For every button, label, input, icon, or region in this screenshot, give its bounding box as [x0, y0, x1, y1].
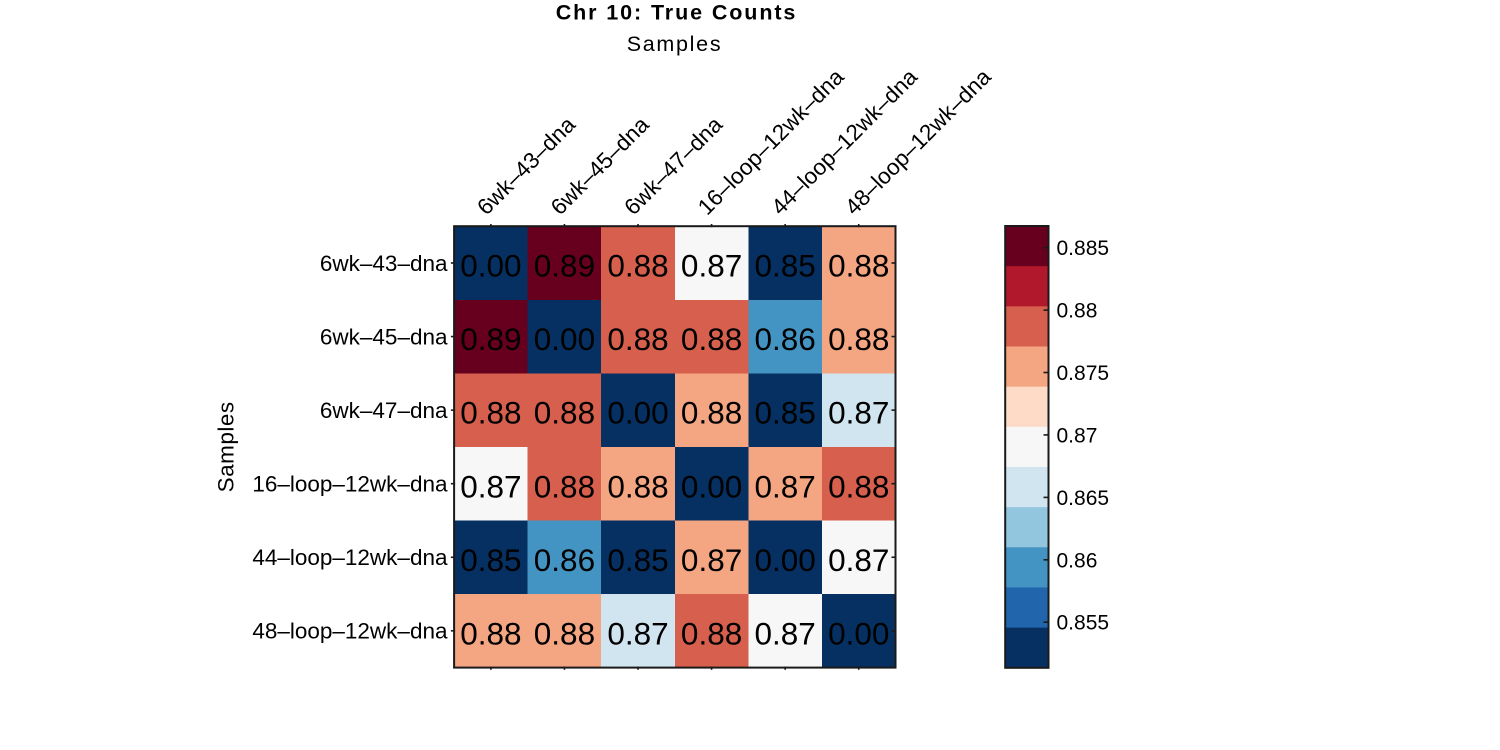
svg-text:6wk–43–dna: 6wk–43–dna: [320, 251, 448, 276]
svg-text:0.00: 0.00: [534, 321, 595, 357]
svg-text:0.86: 0.86: [754, 321, 815, 357]
svg-text:0.88: 0.88: [828, 248, 889, 284]
svg-text:0.88: 0.88: [828, 321, 889, 357]
svg-text:0.86: 0.86: [534, 542, 595, 578]
svg-text:0.88: 0.88: [681, 615, 742, 651]
svg-text:Samples: Samples: [627, 32, 723, 56]
svg-text:0.89: 0.89: [460, 321, 521, 357]
svg-text:0.88: 0.88: [681, 321, 742, 357]
svg-text:Chr 10: True Counts: Chr 10: True Counts: [556, 0, 798, 24]
svg-text:0.88: 0.88: [534, 468, 595, 504]
svg-text:0.87: 0.87: [460, 468, 521, 504]
svg-text:0.00: 0.00: [607, 395, 668, 431]
svg-text:0.88: 0.88: [1057, 300, 1098, 323]
svg-text:6wk–47–dna: 6wk–47–dna: [320, 398, 448, 423]
svg-text:16–loop–12wk–dna: 16–loop–12wk–dna: [252, 471, 448, 496]
svg-text:0.88: 0.88: [460, 395, 521, 431]
svg-text:0.875: 0.875: [1057, 362, 1110, 385]
svg-text:0.87: 0.87: [681, 542, 742, 578]
svg-text:0.89: 0.89: [534, 248, 595, 284]
svg-text:0.00: 0.00: [828, 615, 889, 651]
svg-text:0.855: 0.855: [1057, 612, 1110, 635]
svg-text:0.885: 0.885: [1057, 237, 1110, 260]
svg-text:0.00: 0.00: [681, 468, 742, 504]
svg-text:0.87: 0.87: [828, 395, 889, 431]
svg-text:0.87: 0.87: [754, 468, 815, 504]
svg-text:44–loop–12wk–dna: 44–loop–12wk–dna: [252, 545, 448, 570]
svg-text:0.85: 0.85: [754, 248, 815, 284]
svg-text:0.88: 0.88: [681, 395, 742, 431]
svg-text:0.87: 0.87: [681, 248, 742, 284]
svg-text:48–loop–12wk–dna: 48–loop–12wk–dna: [252, 619, 448, 644]
svg-text:0.88: 0.88: [534, 615, 595, 651]
svg-text:0.87: 0.87: [607, 615, 668, 651]
svg-text:0.87: 0.87: [1057, 424, 1098, 447]
svg-text:0.87: 0.87: [828, 542, 889, 578]
svg-text:0.88: 0.88: [607, 321, 668, 357]
svg-text:0.85: 0.85: [460, 542, 521, 578]
svg-text:0.88: 0.88: [460, 615, 521, 651]
svg-text:0.86: 0.86: [1057, 549, 1098, 572]
svg-text:0.85: 0.85: [607, 542, 668, 578]
svg-text:0.85: 0.85: [754, 395, 815, 431]
svg-text:0.88: 0.88: [534, 395, 595, 431]
svg-text:0.88: 0.88: [828, 468, 889, 504]
svg-text:0.88: 0.88: [607, 468, 668, 504]
svg-text:Samples: Samples: [214, 401, 239, 492]
svg-text:6wk–45–dna: 6wk–45–dna: [320, 324, 448, 349]
svg-text:0.87: 0.87: [754, 615, 815, 651]
svg-text:0.865: 0.865: [1057, 487, 1110, 510]
svg-text:0.00: 0.00: [460, 248, 521, 284]
svg-text:0.00: 0.00: [754, 542, 815, 578]
svg-text:0.88: 0.88: [607, 248, 668, 284]
